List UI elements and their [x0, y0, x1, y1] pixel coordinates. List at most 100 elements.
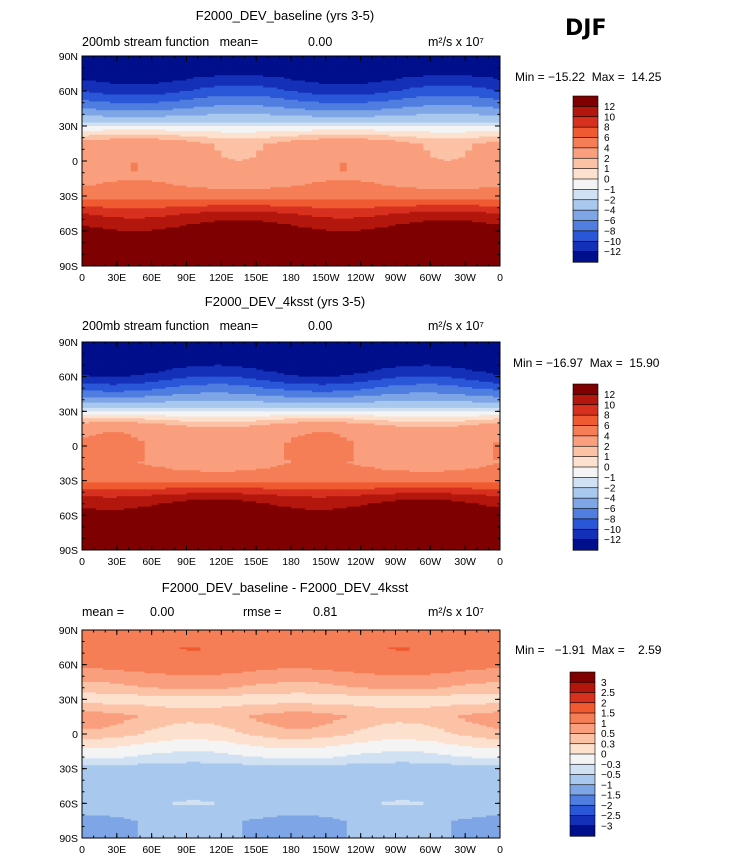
field-cell — [193, 164, 202, 167]
field-cell — [95, 136, 104, 139]
field-cell — [172, 133, 181, 136]
field-cell — [458, 113, 466, 117]
field-cell — [486, 85, 494, 89]
field-cell — [465, 91, 473, 94]
field-cell — [479, 115, 487, 118]
field-cell — [130, 112, 139, 115]
field-cell — [109, 192, 118, 195]
field-cell — [409, 143, 417, 146]
field-cell — [291, 150, 299, 153]
field-cell — [214, 85, 222, 89]
field-cell — [165, 161, 174, 164]
field-cell — [416, 57, 424, 61]
field-cell — [388, 145, 397, 148]
field-cell — [332, 115, 341, 118]
field-cell — [388, 196, 397, 199]
field-cell — [109, 56, 118, 59]
field-cell — [311, 122, 320, 125]
field-cell — [409, 168, 417, 171]
field-cell — [332, 197, 341, 201]
field-cell — [102, 99, 111, 103]
field-cell — [242, 145, 250, 148]
field-cell — [200, 126, 208, 129]
field-cell — [242, 131, 250, 134]
field-cell — [109, 61, 118, 64]
field-cell — [297, 87, 306, 90]
field-cell — [95, 196, 104, 199]
field-cell — [402, 176, 411, 180]
field-cell — [95, 159, 104, 162]
field-cell — [249, 187, 257, 190]
field-cell — [172, 66, 181, 69]
field-cell — [318, 94, 327, 97]
field-cell — [339, 183, 348, 187]
field-cell — [318, 190, 327, 194]
field-cell — [458, 161, 466, 164]
field-cell — [444, 91, 452, 94]
field-cell — [186, 59, 195, 62]
field-cell — [284, 133, 292, 136]
field-cell — [416, 68, 424, 71]
field-cell — [339, 150, 348, 153]
field-cell — [304, 61, 313, 64]
field-cell — [430, 115, 438, 118]
field-cell — [311, 61, 320, 64]
field-cell — [207, 92, 215, 96]
field-cell — [158, 71, 167, 75]
field-cell — [346, 194, 355, 197]
field-cell — [228, 187, 236, 190]
field-cell — [360, 152, 369, 155]
field-cell — [395, 168, 404, 171]
field-cell — [395, 148, 404, 152]
field-cell — [235, 168, 243, 171]
field-cell — [256, 143, 264, 146]
field-cell — [284, 68, 292, 71]
field-cell — [102, 173, 111, 176]
field-cell — [311, 80, 320, 83]
field-cell — [423, 73, 431, 76]
field-cell — [179, 161, 188, 164]
field-cell — [486, 189, 494, 192]
field-cell — [332, 87, 341, 90]
field-cell — [367, 131, 376, 134]
field-cell — [249, 194, 257, 197]
field-cell — [409, 133, 417, 136]
field-cell — [381, 56, 390, 59]
field-cell — [374, 194, 383, 197]
field-cell — [416, 133, 424, 136]
panel-2-units: m²/s x 10⁷ — [428, 319, 484, 333]
field-cell — [486, 113, 494, 117]
field-cell — [339, 133, 348, 136]
field-cell — [277, 115, 285, 118]
field-cell — [82, 189, 90, 192]
field-cell — [493, 150, 500, 153]
field-cell — [228, 101, 236, 104]
field-cell — [437, 161, 445, 164]
field-cell — [270, 126, 278, 129]
field-cell — [249, 176, 257, 180]
field-cell — [318, 117, 327, 120]
field-cell — [451, 112, 459, 115]
field-cell — [493, 77, 500, 80]
field-cell — [277, 161, 285, 164]
field-cell — [430, 120, 438, 124]
field-cell — [423, 173, 431, 176]
field-cell — [186, 133, 195, 136]
field-cell — [423, 141, 431, 145]
field-cell — [339, 162, 348, 166]
field-cell — [270, 143, 278, 146]
field-cell — [284, 75, 292, 78]
field-cell — [304, 129, 313, 132]
field-cell — [472, 162, 480, 166]
field-cell — [291, 70, 299, 73]
field-cell — [346, 108, 355, 111]
field-cell — [479, 182, 487, 185]
field-cell — [416, 99, 424, 103]
field-cell — [151, 196, 160, 199]
field-cell — [437, 92, 445, 96]
field-cell — [193, 91, 202, 94]
field-cell — [123, 56, 132, 59]
field-cell — [123, 57, 132, 61]
field-cell — [221, 178, 229, 181]
field-cell — [465, 96, 473, 99]
